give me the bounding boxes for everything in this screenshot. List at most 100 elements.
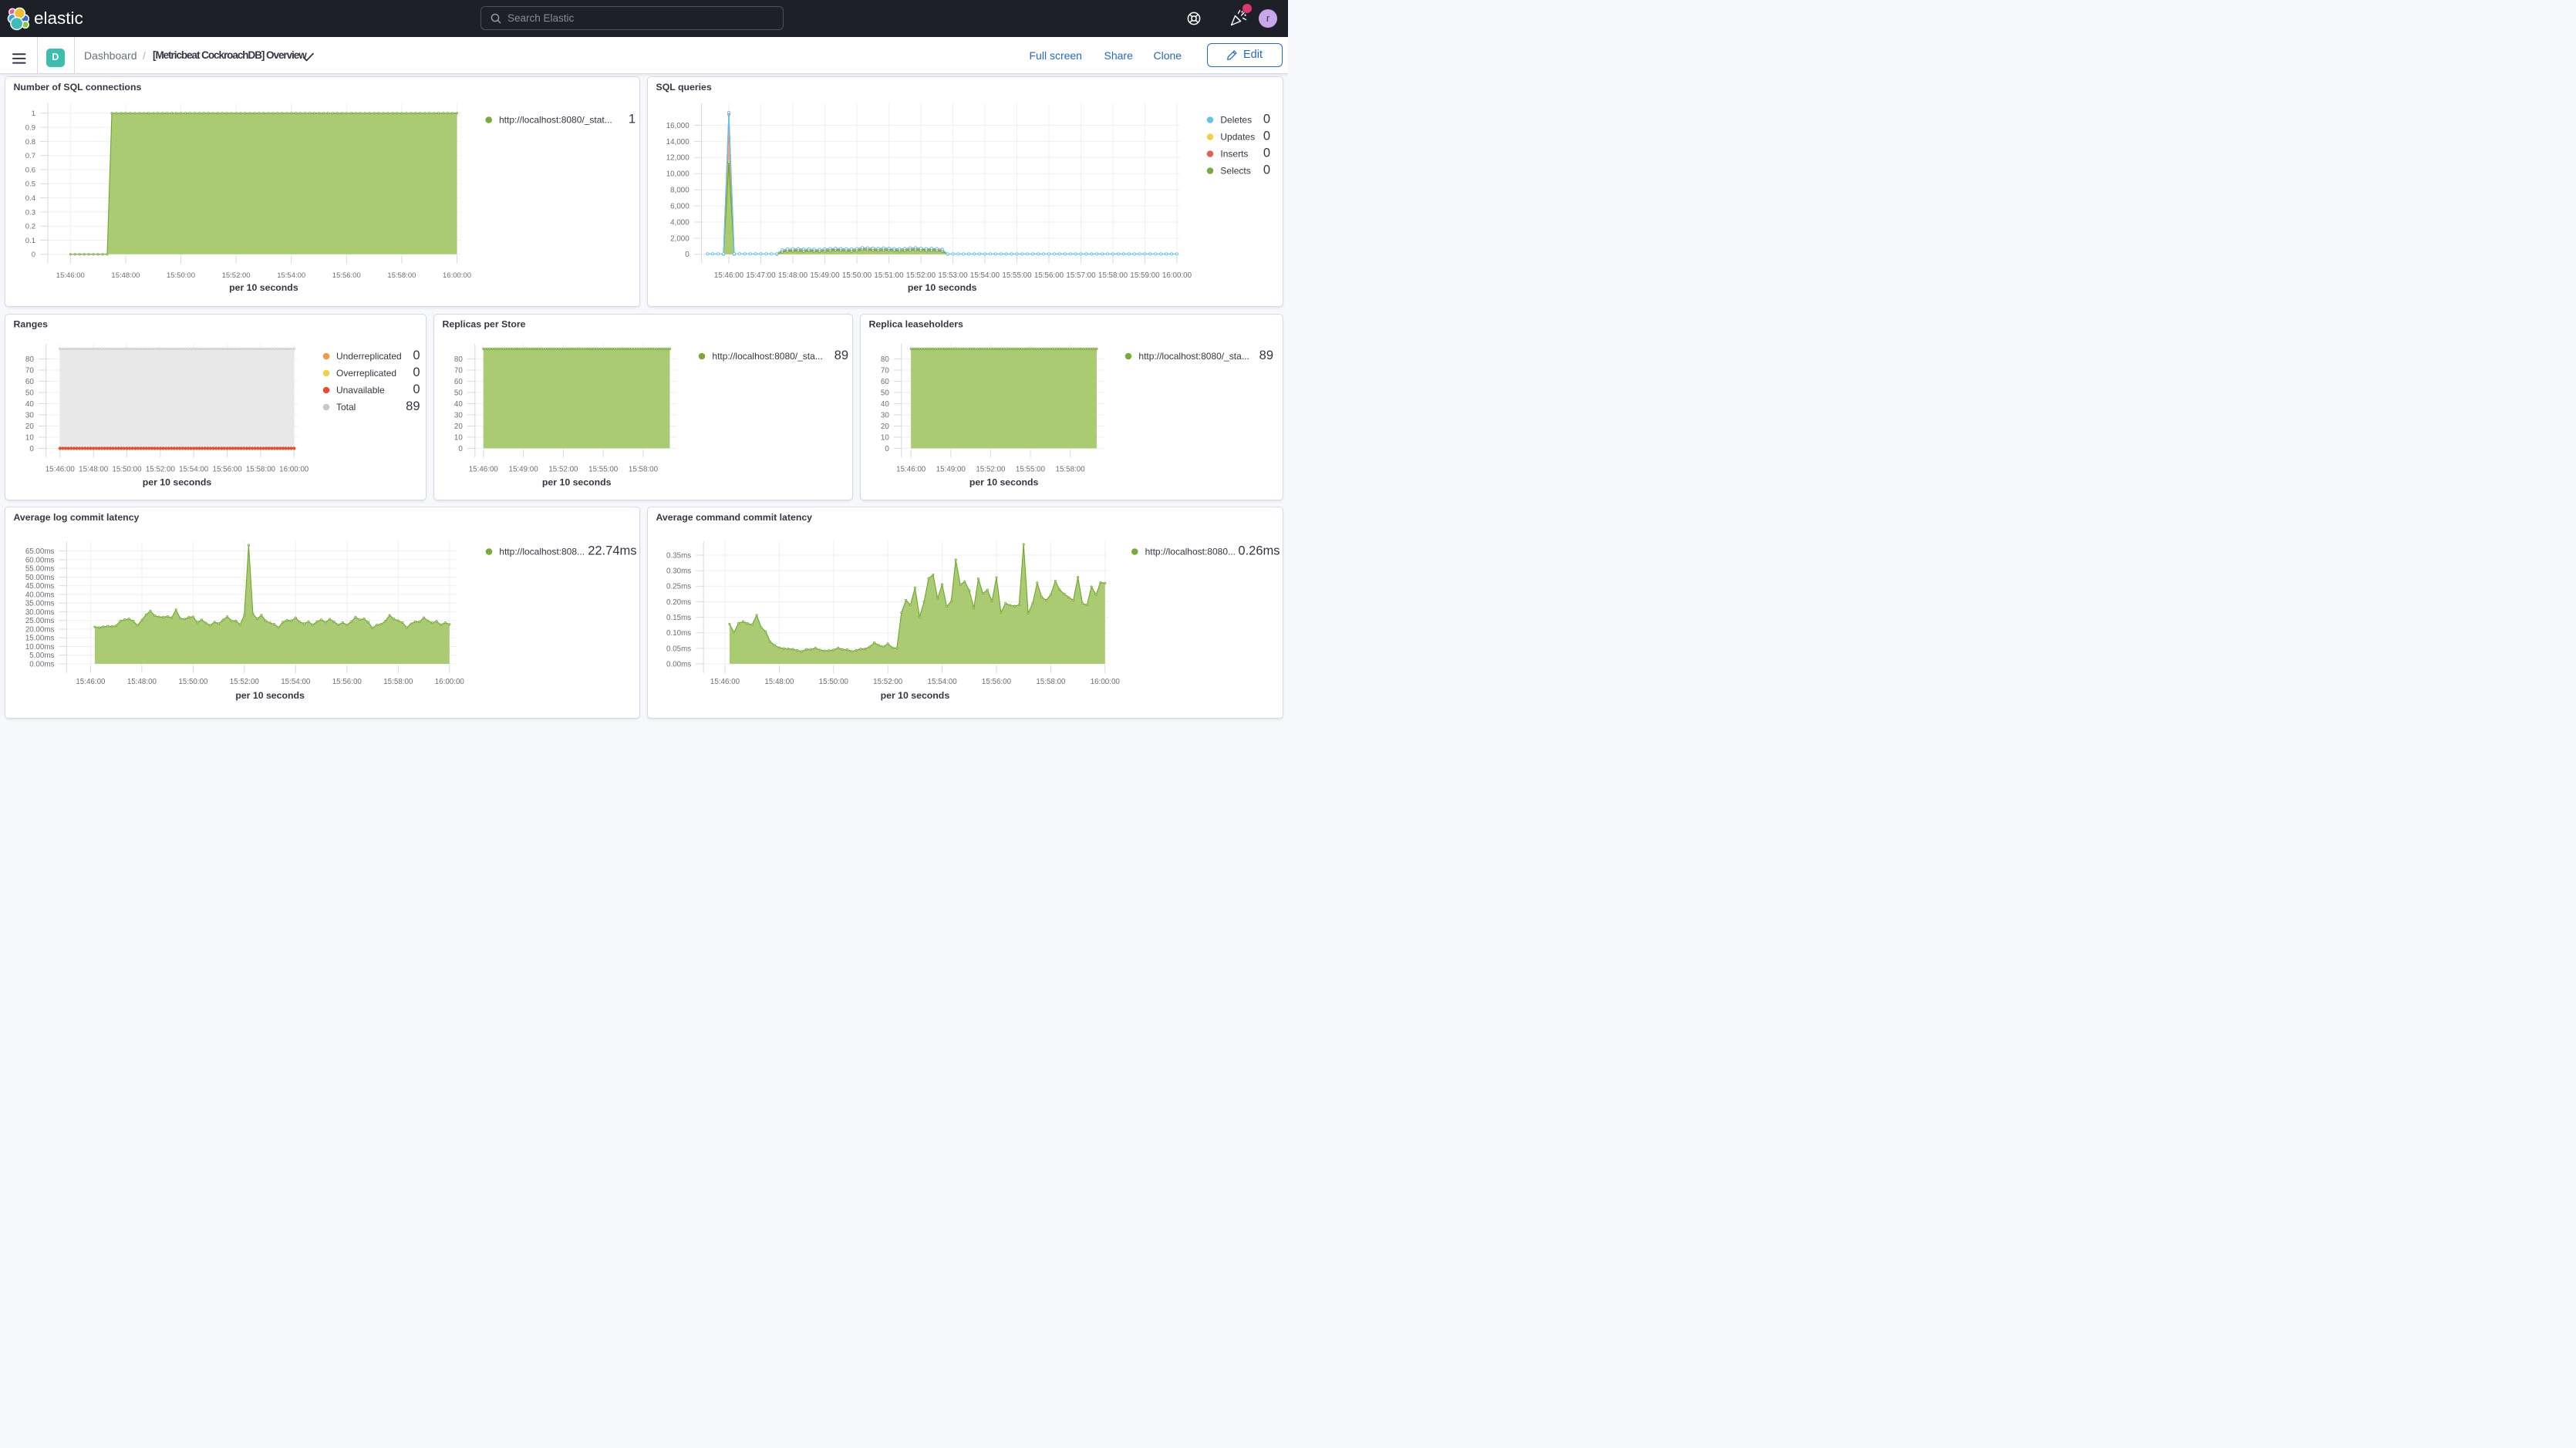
svg-text:15:50:00: 15:50:00 [167,271,195,280]
svg-text:15:56:00: 15:56:00 [1034,271,1064,280]
svg-text:89: 89 [1259,349,1273,362]
svg-text:30: 30 [881,411,889,419]
svg-text:Deletes: Deletes [1220,115,1252,126]
svg-text:http://localhost:8080/_stat...: http://localhost:8080/_stat... [499,115,612,126]
svg-text:50: 50 [454,389,463,397]
svg-text:0: 0 [29,445,34,453]
svg-text:15:50:00: 15:50:00 [842,271,872,280]
svg-text:0.10ms: 0.10ms [666,629,691,638]
svg-text:0.4: 0.4 [25,194,35,203]
svg-text:10: 10 [454,433,463,442]
svg-text:15:48:00: 15:48:00 [79,466,109,474]
svg-text:1: 1 [629,113,636,126]
svg-text:80: 80 [881,355,889,364]
svg-text:15:51:00: 15:51:00 [874,271,904,280]
svg-text:40: 40 [881,400,889,409]
svg-text:15:49:00: 15:49:00 [936,466,966,474]
svg-text:http://localhost:8080...: http://localhost:8080... [1145,547,1236,557]
svg-text:per 10 seconds: per 10 seconds [969,477,1039,488]
svg-text:50.00ms: 50.00ms [25,574,55,582]
svg-text:15:52:00: 15:52:00 [906,271,936,280]
svg-text:30.00ms: 30.00ms [25,608,55,617]
svg-text:http://localhost:8080/_sta...: http://localhost:8080/_sta... [712,351,822,362]
svg-text:15:58:00: 15:58:00 [246,466,276,474]
svg-text:16,000: 16,000 [666,122,690,130]
svg-text:6,000: 6,000 [670,203,690,211]
svg-text:0.2: 0.2 [25,223,35,231]
svg-text:20.00ms: 20.00ms [25,625,55,634]
svg-text:15:46:00: 15:46:00 [714,271,744,280]
svg-text:per 10 seconds: per 10 seconds [229,282,298,293]
svg-text:60: 60 [881,378,889,386]
svg-text:45.00ms: 45.00ms [25,582,55,591]
svg-text:0: 0 [1263,163,1270,177]
svg-text:70: 70 [881,366,889,375]
svg-text:Unavailable: Unavailable [336,385,385,396]
svg-text:80: 80 [25,355,34,364]
svg-text:10: 10 [25,433,34,442]
svg-text:15:46:00: 15:46:00 [710,678,740,686]
svg-text:Underreplicated: Underreplicated [336,351,402,362]
svg-text:per 10 seconds: per 10 seconds [542,477,612,488]
svg-text:16:00:00: 16:00:00 [443,271,471,280]
svg-text:15:47:00: 15:47:00 [746,271,776,280]
svg-text:15:50:00: 15:50:00 [178,678,208,686]
svg-text:0.30ms: 0.30ms [666,567,691,576]
svg-text:15:56:00: 15:56:00 [213,466,243,474]
svg-text:70: 70 [454,366,463,375]
svg-text:Overreplicated: Overreplicated [336,368,396,379]
svg-text:20: 20 [454,423,463,431]
svg-text:89: 89 [406,399,420,413]
svg-text:15:52:00: 15:52:00 [873,678,903,686]
svg-text:40: 40 [454,400,463,409]
svg-text:4,000: 4,000 [670,218,690,227]
svg-text:0: 0 [885,445,889,453]
svg-text:25.00ms: 25.00ms [25,617,55,625]
svg-text:40: 40 [25,400,34,409]
svg-text:20: 20 [25,423,34,431]
svg-text:89: 89 [835,349,848,362]
svg-text:15:52:00: 15:52:00 [222,271,251,280]
svg-text:15:46:00: 15:46:00 [76,678,106,686]
svg-text:15:46:00: 15:46:00 [56,271,85,280]
svg-text:15:58:00: 15:58:00 [1056,466,1086,474]
svg-text:0.1: 0.1 [25,237,35,245]
svg-text:30: 30 [25,411,34,419]
svg-text:0.7: 0.7 [25,152,35,160]
svg-text:10.00ms: 10.00ms [25,643,55,652]
svg-text:0: 0 [1263,130,1270,143]
svg-text:80: 80 [454,355,463,364]
svg-text:15:52:00: 15:52:00 [146,466,176,474]
svg-text:http://localhost:8080/_sta...: http://localhost:8080/_sta... [1138,351,1249,362]
svg-text:20: 20 [881,423,889,431]
svg-text:SQL queries: SQL queries [656,82,712,93]
svg-text:15:54:00: 15:54:00 [179,466,209,474]
svg-text:2,000: 2,000 [670,234,690,243]
svg-text:15:46:00: 15:46:00 [46,466,76,474]
svg-text:50: 50 [25,389,34,397]
svg-text:per 10 seconds: per 10 seconds [143,477,212,488]
svg-text:0.25ms: 0.25ms [666,583,691,591]
svg-text:70: 70 [25,366,34,375]
svg-text:15:46:00: 15:46:00 [469,466,499,474]
svg-text:0.20ms: 0.20ms [666,598,691,607]
svg-text:per 10 seconds: per 10 seconds [881,690,950,701]
svg-text:14,000: 14,000 [666,138,690,146]
svg-text:0: 0 [413,349,420,362]
svg-text:15:48:00: 15:48:00 [764,678,794,686]
svg-text:15:49:00: 15:49:00 [810,271,840,280]
svg-text:15:52:00: 15:52:00 [548,466,578,474]
svg-text:15:54:00: 15:54:00 [277,271,305,280]
svg-text:16:00:00: 16:00:00 [435,678,465,686]
svg-text:Average log commit latency: Average log commit latency [14,512,140,523]
svg-text:16:00:00: 16:00:00 [1091,678,1121,686]
svg-text:15:56:00: 15:56:00 [982,678,1012,686]
svg-text:0.35ms: 0.35ms [666,551,691,560]
svg-text:0: 0 [32,251,35,259]
svg-text:Average command commit latency: Average command commit latency [656,512,813,523]
svg-text:15.00ms: 15.00ms [25,635,55,643]
svg-text:15:52:00: 15:52:00 [230,678,260,686]
svg-text:15:50:00: 15:50:00 [819,678,849,686]
svg-text:15:57:00: 15:57:00 [1066,271,1096,280]
svg-text:60: 60 [25,378,34,386]
